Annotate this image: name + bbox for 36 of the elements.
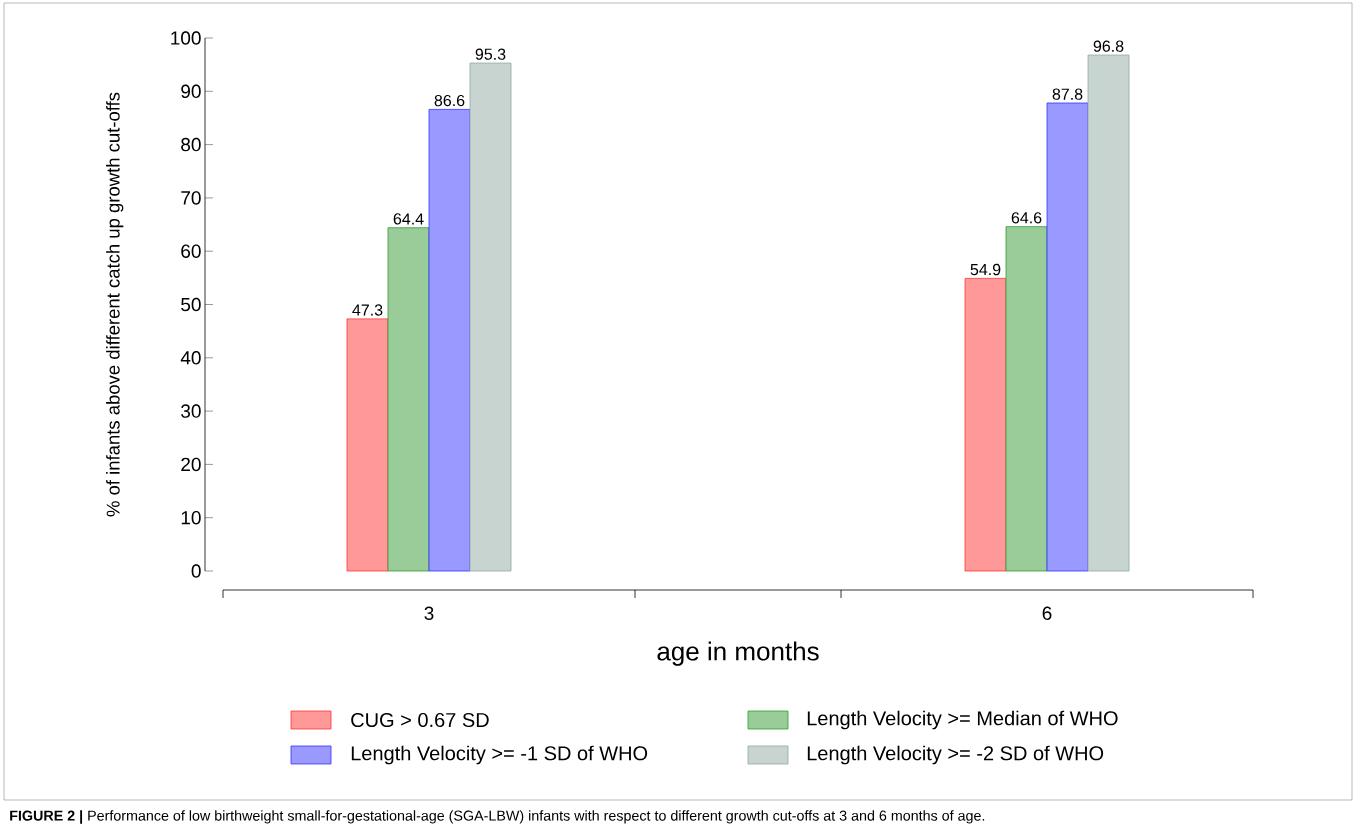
- bar: [964, 277, 1007, 572]
- y-axis-title: % of infants above different catch up growth cut-offs: [106, 92, 124, 517]
- y-tick-label: 80: [181, 137, 201, 152]
- bar: [469, 62, 512, 572]
- y-tick-label: 30: [181, 404, 201, 418]
- data-label: 47.3: [352, 304, 383, 316]
- y-tick-label: 40: [180, 351, 201, 365]
- legend-label: Length Velocity >= Median of WHO: [807, 710, 1118, 730]
- bar: [1005, 226, 1048, 572]
- y-tick-label: 50: [181, 297, 201, 312]
- x-tick-label: 6: [1042, 606, 1052, 620]
- x-tick-label: 3: [424, 606, 434, 620]
- x-axis-title: age in months: [657, 641, 819, 666]
- y-tick-label: 100: [171, 31, 201, 45]
- bar: [346, 318, 389, 572]
- y-tick-label: 70: [181, 191, 201, 205]
- bar: [1046, 102, 1089, 572]
- text: FIGURE 2 | Performance of low birthweight small-for-gestational-age (SGA-LBW) infants with respect to different growth cut-offs at 3 and 6 months of age.: [10, 810, 985, 824]
- data-label: 64.4: [393, 213, 424, 225]
- y-tick-label: 0: [191, 564, 201, 578]
- bar: [1087, 54, 1130, 572]
- y-tick-label: 10: [181, 510, 201, 525]
- data-label: 64.6: [1011, 212, 1042, 224]
- legend-label: Length Velocity >= -2 SD of WHO: [807, 745, 1104, 765]
- legend-label: Length Velocity >= -1 SD of WHO: [351, 745, 648, 765]
- bar: [387, 227, 430, 572]
- y-tick-label: 90: [181, 84, 201, 99]
- data-label: 87.8: [1052, 88, 1083, 100]
- bar: [428, 109, 471, 572]
- y-tick-label: 20: [181, 457, 201, 472]
- data-label: 54.9: [970, 263, 1001, 276]
- data-label: 95.3: [475, 48, 506, 60]
- legend-label: CUG > 0.67 SD: [351, 712, 489, 728]
- data-label: 96.8: [1093, 40, 1124, 52]
- data-label: 86.6: [434, 94, 465, 107]
- y-tick-label: 60: [181, 244, 201, 258]
